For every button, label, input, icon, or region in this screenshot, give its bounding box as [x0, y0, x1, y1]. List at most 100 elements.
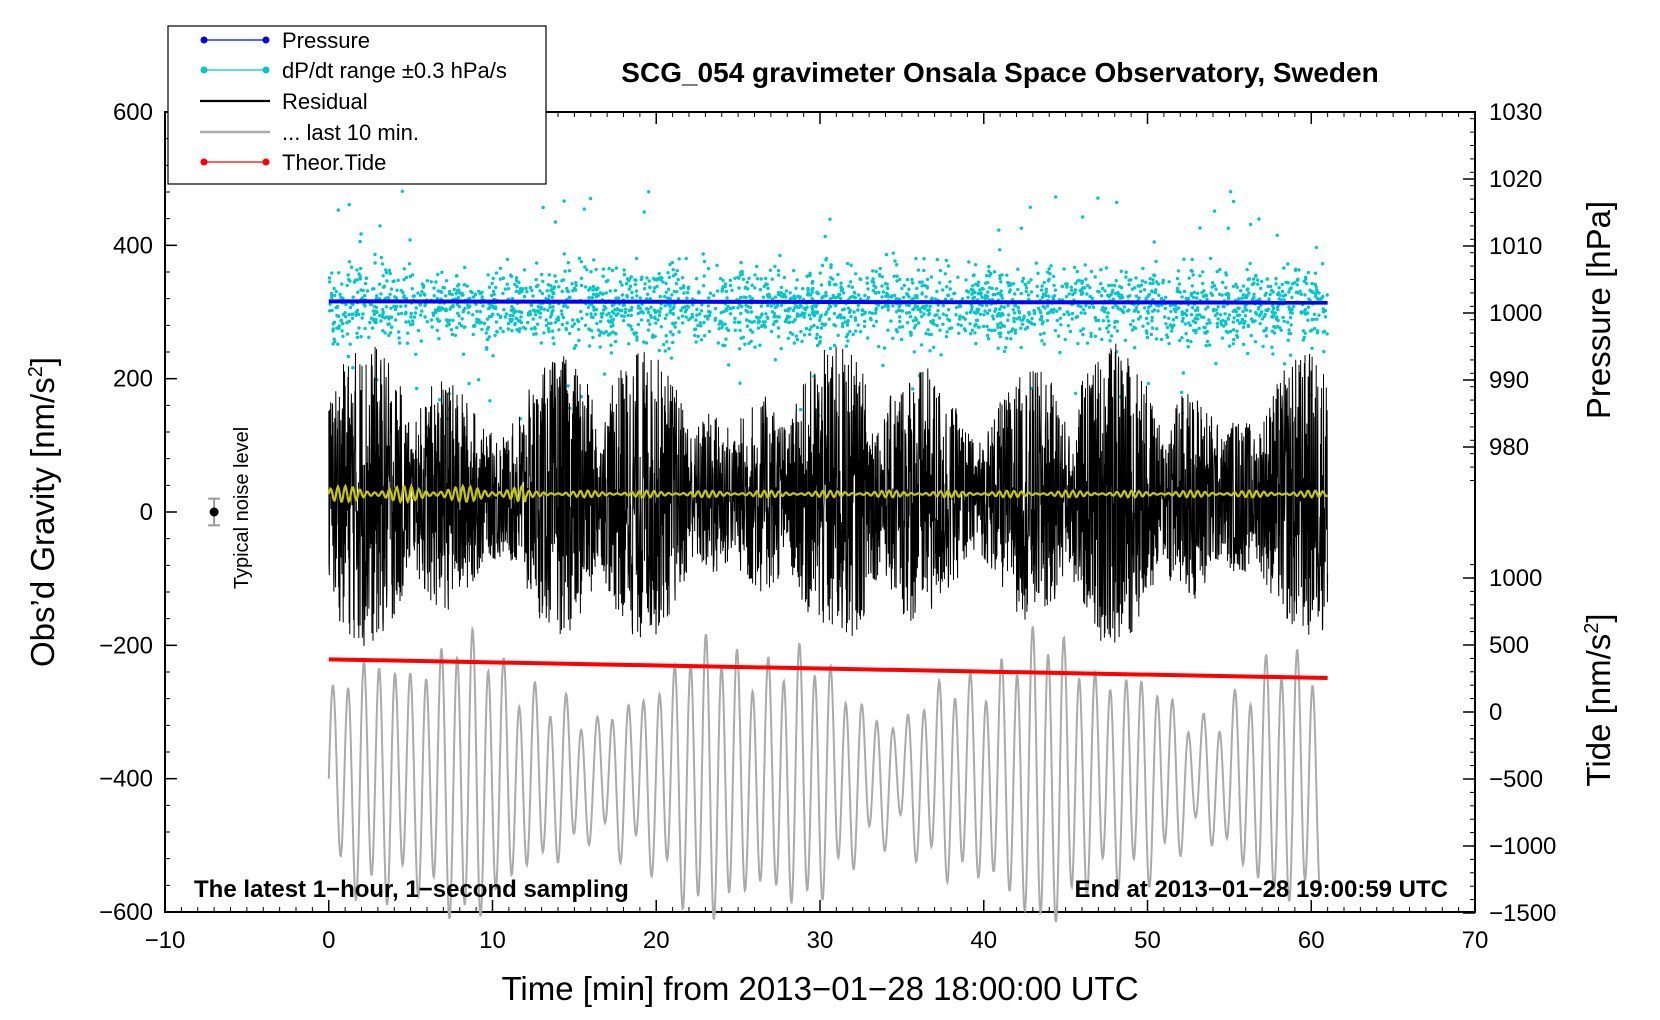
dpdt-point [432, 286, 436, 290]
dpdt-point [457, 291, 462, 295]
dpdt-point [622, 268, 626, 272]
dpdt-point [434, 280, 438, 284]
dpdt-point [697, 290, 701, 294]
dpdt-point [616, 312, 620, 316]
dpdt-point [1325, 293, 1329, 297]
dpdt-point [707, 313, 712, 318]
dpdt-point [768, 268, 773, 272]
dpdt-point [446, 320, 450, 324]
dpdt-point [602, 304, 606, 308]
dpdt-point [604, 330, 608, 334]
dpdt-point [457, 288, 461, 292]
dpdt-point [630, 290, 634, 295]
dpdt-point [565, 305, 570, 309]
dpdt-point [610, 303, 614, 308]
dpdt-point [498, 277, 503, 281]
dpdt-point [344, 315, 348, 319]
dpdt-point [357, 326, 361, 330]
dpdt-point [677, 330, 681, 334]
dpdt-point [565, 289, 569, 293]
dpdt-point [1226, 226, 1231, 230]
dpdt-point [549, 321, 553, 325]
dpdt-point [675, 290, 679, 294]
noise-label: Typical noise level [231, 427, 253, 589]
dpdt-point [598, 319, 603, 324]
dpdt-point [948, 287, 952, 291]
dpdt-point [651, 335, 655, 339]
dpdt-point [1105, 326, 1109, 330]
dpdt-point [936, 309, 940, 313]
dpdt-point [1282, 319, 1286, 323]
dpdt-point [1081, 332, 1085, 337]
dpdt-point [511, 307, 516, 311]
dpdt-point [738, 347, 742, 351]
dpdt-point [923, 283, 927, 288]
dpdt-point [905, 277, 910, 282]
dpdt-point [753, 286, 757, 290]
dpdt-point [794, 334, 799, 338]
dpdt-point [1053, 288, 1058, 292]
dpdt-point [1270, 345, 1274, 349]
dpdt-point [694, 276, 699, 281]
dpdt-point [653, 310, 658, 315]
dpdt-point [945, 330, 949, 334]
dpdt-point [371, 309, 375, 313]
dpdt-point [935, 323, 939, 328]
dpdt-point [1072, 265, 1077, 270]
dpdt-point [1235, 285, 1239, 289]
dpdt-point [1103, 289, 1107, 293]
dpdt-point [336, 208, 340, 212]
dpdt-point [722, 309, 726, 314]
dpdt-point [699, 324, 703, 328]
dpdt-point [872, 280, 876, 284]
tide-tick-label: 1000 [1489, 565, 1542, 592]
dpdt-point [332, 320, 337, 324]
dpdt-point [1290, 307, 1294, 312]
dpdt-point [1271, 306, 1276, 311]
dpdt-point [1142, 288, 1147, 292]
dpdt-point [1293, 268, 1298, 272]
dpdt-point [802, 306, 806, 310]
dpdt-point [397, 330, 401, 334]
dpdt-point [1315, 317, 1319, 321]
dpdt-point [601, 274, 605, 278]
dpdt-point [779, 346, 783, 351]
tide-tick-label: −1500 [1489, 900, 1556, 927]
dpdt-point [1302, 335, 1307, 340]
dpdt-point [1282, 266, 1286, 270]
dpdt-point [1165, 325, 1170, 330]
dpdt-point [795, 278, 799, 282]
dpdt-point [334, 306, 338, 310]
dpdt-point [725, 296, 729, 300]
dpdt-point [385, 279, 389, 283]
dpdt-point [1167, 280, 1171, 284]
dpdt-point [823, 234, 827, 239]
dpdt-point [685, 304, 689, 308]
dpdt-point [1216, 317, 1220, 321]
dpdt-point [456, 283, 461, 287]
dpdt-point [1019, 326, 1023, 330]
dpdt-point [345, 283, 349, 288]
pressure-tick-label: 1020 [1489, 166, 1542, 193]
dpdt-point [1007, 313, 1011, 317]
dpdt-point [684, 315, 688, 319]
dpdt-point [859, 277, 863, 282]
dpdt-point [1074, 281, 1078, 286]
dpdt-point [750, 283, 754, 287]
dpdt-point [478, 310, 482, 314]
dpdt-point [974, 322, 978, 327]
dpdt-point [429, 318, 434, 322]
dpdt-point [459, 324, 464, 328]
dpdt-point [620, 293, 625, 297]
dpdt-point [824, 256, 829, 261]
dpdt-point [673, 272, 678, 276]
dpdt-point [1215, 269, 1219, 274]
dpdt-point [822, 323, 826, 327]
dpdt-point [657, 348, 661, 353]
dpdt-point [947, 318, 952, 323]
dpdt-point [614, 296, 618, 300]
dpdt-point [994, 307, 998, 311]
dpdt-point [373, 261, 377, 265]
dpdt-point [1119, 269, 1124, 273]
dpdt-point [649, 313, 653, 318]
